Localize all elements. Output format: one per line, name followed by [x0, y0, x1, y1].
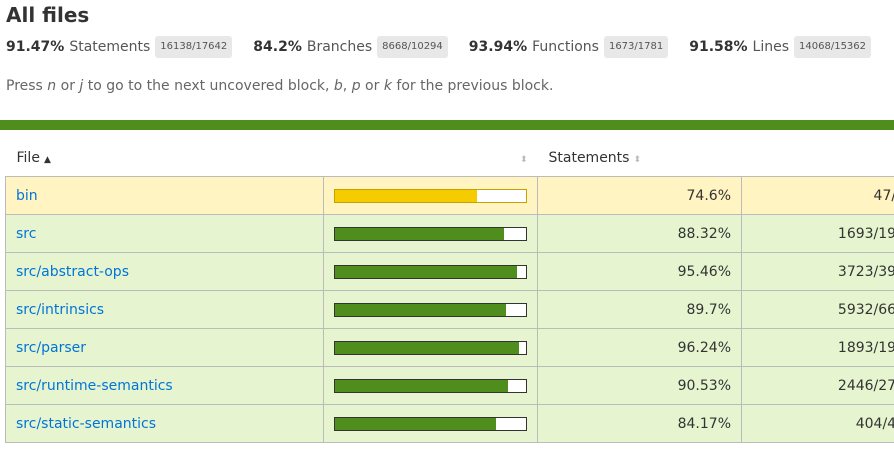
sort-icon: ⬍	[519, 155, 528, 165]
metric-label: Statements	[69, 39, 151, 55]
metric-fraction-badge: 16138/17642	[155, 36, 233, 58]
hint-key-j: j	[79, 78, 84, 94]
statements-percentage: 96.24%	[537, 328, 742, 367]
file-cell: src	[5, 214, 324, 253]
coverage-bar-fill	[335, 265, 518, 278]
hint-text: ,	[342, 78, 352, 94]
file-link[interactable]: src/runtime-semantics	[16, 377, 173, 394]
coverage-bar-cell	[323, 404, 538, 443]
coverage-bar-fill	[335, 227, 504, 240]
summary-metric: 91.58% Lines 14068/15362	[689, 36, 872, 58]
file-cell: bin	[5, 176, 324, 215]
metric-percentage: 84.2%	[253, 39, 302, 55]
coverage-bar-cell	[323, 214, 538, 253]
statements-header-label: Statements	[548, 150, 630, 166]
hint-text: or	[56, 78, 80, 94]
statements-percentage: 95.46%	[537, 252, 742, 291]
metric-label: Functions	[532, 39, 599, 55]
metric-percentage: 91.58%	[689, 39, 748, 55]
metric-label: Branches	[306, 39, 373, 55]
coverage-bar-cell	[323, 252, 538, 291]
statements-fraction: 404/48	[741, 404, 894, 443]
table-header-row: File ▲ ⬍ Statements ⬍	[6, 140, 894, 177]
file-header-label: File	[16, 150, 40, 166]
statements-percentage: 90.53%	[537, 366, 742, 405]
statements-column-header[interactable]: Statements ⬍	[538, 140, 742, 177]
metric-fraction-badge: 8668/10294	[377, 36, 448, 58]
coverage-table: File▲ ⬍ Statements⬍ bin74.6%47/6src88.32…	[5, 140, 894, 443]
file-link[interactable]: bin	[16, 187, 38, 204]
hint-key-k: k	[383, 78, 392, 94]
hint-text: to go to the next uncovered block,	[83, 78, 334, 94]
metric-fraction-badge: 1673/1781	[603, 36, 669, 58]
coverage-summary: 91.47% Statements 16138/17642 84.2% Branches…	[6, 35, 892, 59]
coverage-bar	[334, 188, 527, 203]
table-row: src 88.32%1693/191	[5, 214, 894, 253]
coverage-bar	[334, 378, 527, 393]
table-row: bin 74.6%47/6	[5, 176, 894, 215]
metric-percentage: 91.47%	[6, 39, 65, 55]
coverage-bar-fill	[335, 417, 496, 430]
summary-metric: 93.94% Functions 1673/1781	[468, 36, 669, 58]
file-cell: src/runtime-semantics	[5, 366, 324, 405]
file-link[interactable]: src/static-semantics	[16, 415, 157, 432]
coverage-bar	[334, 416, 527, 431]
file-link[interactable]: src	[16, 225, 37, 242]
file-column-header[interactable]: File ▲	[6, 140, 324, 177]
file-cell: src/static-semantics	[5, 404, 324, 443]
file-link[interactable]: src/abstract-ops	[16, 263, 129, 280]
hint-key-b: b	[333, 78, 343, 94]
statements-fraction: 5932/661	[741, 290, 894, 329]
hint-key-p: p	[351, 78, 361, 94]
table-row: src/static-semantics 84.17%404/48	[5, 404, 894, 443]
statements-abs-column-header	[742, 140, 894, 177]
statements-fraction: 3723/390	[741, 252, 894, 291]
coverage-bar-fill	[335, 379, 508, 392]
file-cell: src/abstract-ops	[5, 252, 324, 291]
statements-percentage: 74.6%	[537, 176, 742, 215]
coverage-bar-cell	[323, 366, 538, 405]
statements-fraction: 1693/191	[741, 214, 894, 253]
coverage-bar	[334, 302, 527, 317]
hint-key-n: n	[47, 78, 57, 94]
file-link[interactable]: src/intrinsics	[16, 301, 105, 318]
statements-percentage: 89.7%	[537, 290, 742, 329]
summary-metric: 84.2% Branches 8668/10294	[253, 36, 448, 58]
statements-fraction: 47/6	[741, 176, 894, 215]
page-title: All files	[6, 3, 90, 27]
statements-fraction: 1893/196	[741, 328, 894, 367]
statements-fraction: 2446/270	[741, 366, 894, 405]
coverage-bar-fill	[335, 303, 507, 316]
coverage-bar-cell	[323, 290, 538, 329]
file-link[interactable]: src/parser	[16, 339, 87, 356]
metric-label: Lines	[752, 39, 790, 55]
metric-fraction-badge: 14068/15362	[794, 36, 872, 58]
statements-percentage: 88.32%	[537, 214, 742, 253]
coverage-bar-cell	[323, 328, 538, 367]
status-divider	[0, 120, 894, 130]
coverage-bar-fill	[335, 341, 519, 354]
hint-text: Press	[6, 78, 48, 94]
coverage-bar	[334, 226, 527, 241]
coverage-bar	[334, 340, 527, 355]
sort-ascending-icon: ▲	[43, 155, 51, 165]
table-row: src/parser 96.24%1893/196	[5, 328, 894, 367]
coverage-bar-column-header[interactable]: ⬍	[324, 140, 538, 177]
statements-percentage: 84.17%	[537, 404, 742, 443]
table-row: src/runtime-semantics 90.53%2446/270	[5, 366, 894, 405]
sort-icon: ⬍	[633, 155, 642, 165]
summary-metric: 91.47% Statements 16138/17642	[6, 36, 233, 58]
coverage-bar-cell	[323, 176, 538, 215]
coverage-bar	[334, 264, 527, 279]
table-row: src/intrinsics 89.7%5932/661	[5, 290, 894, 329]
metric-percentage: 93.94%	[468, 39, 528, 55]
file-cell: src/parser	[5, 328, 324, 367]
file-cell: src/intrinsics	[5, 290, 324, 329]
hint-text: or	[360, 78, 384, 94]
keyboard-hint: Press n or j to go to the next uncovered…	[6, 78, 553, 94]
hint-text: for the previous block.	[391, 78, 554, 94]
table-row: src/abstract-ops 95.46%3723/390	[5, 252, 894, 291]
coverage-bar-fill	[335, 189, 478, 202]
